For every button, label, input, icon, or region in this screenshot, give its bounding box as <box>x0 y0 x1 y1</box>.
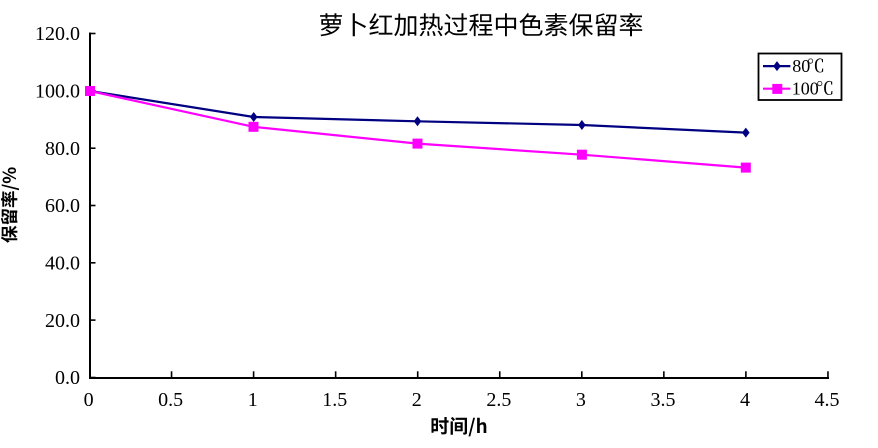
svg-text:0: 0 <box>84 389 94 411</box>
svg-text:1.5: 1.5 <box>322 389 347 411</box>
svg-text:1: 1 <box>248 389 258 411</box>
svg-text:100.0: 100.0 <box>35 80 80 102</box>
svg-text:80: 80 <box>792 56 810 76</box>
svg-text:4.5: 4.5 <box>815 389 840 411</box>
svg-text:3.5: 3.5 <box>650 389 675 411</box>
svg-text:2: 2 <box>412 389 422 411</box>
svg-text:4: 4 <box>740 389 750 411</box>
svg-text:0.0: 0.0 <box>55 367 80 389</box>
svg-text:60.0: 60.0 <box>45 195 80 217</box>
svg-text:120.0: 120.0 <box>35 23 80 45</box>
svg-text:80.0: 80.0 <box>45 138 80 160</box>
svg-text:3: 3 <box>576 389 586 411</box>
svg-text:2.5: 2.5 <box>486 389 511 411</box>
svg-text:40.0: 40.0 <box>45 252 80 274</box>
svg-text:100: 100 <box>792 79 819 99</box>
svg-text:0.5: 0.5 <box>158 389 183 411</box>
svg-text:20.0: 20.0 <box>45 310 80 332</box>
